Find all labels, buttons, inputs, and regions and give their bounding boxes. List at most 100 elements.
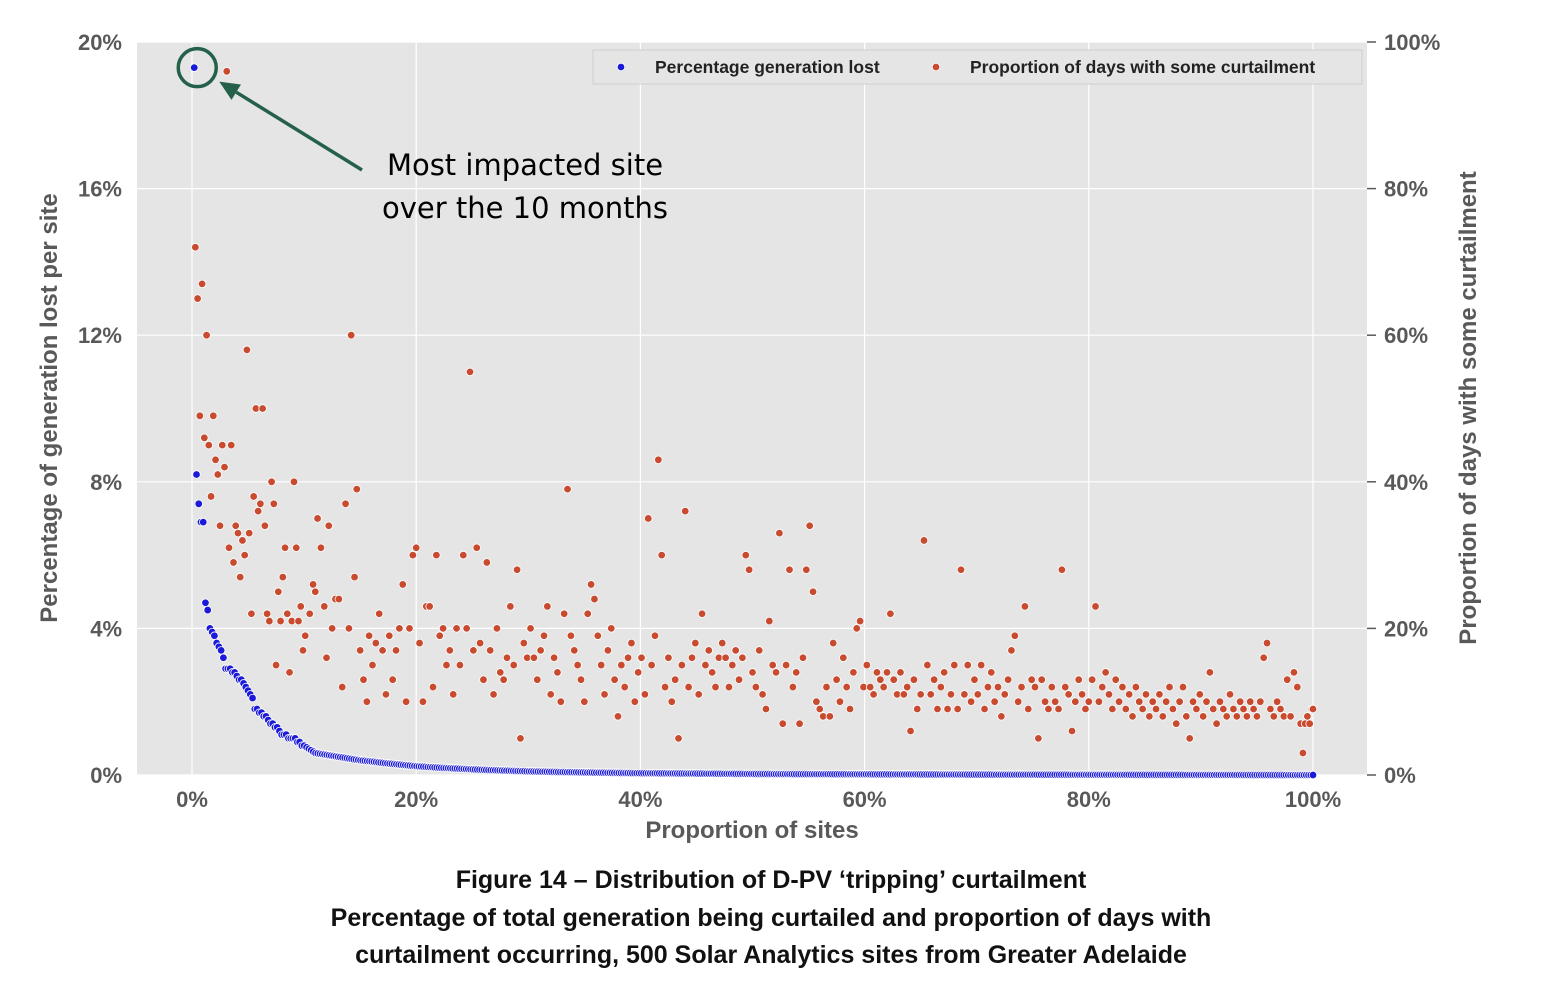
data-point-days-curtailed (627, 638, 636, 648)
data-point-days-curtailed (923, 660, 932, 670)
data-point-days-curtailed (919, 536, 929, 545)
data-point-days-curtailed (355, 646, 365, 655)
data-point-days-curtailed (795, 719, 804, 728)
data-point-days-curtailed (1084, 697, 1093, 706)
data-point-days-curtailed (462, 624, 471, 633)
legend-label-days-curtailed: Proportion of days with some curtailment (970, 57, 1315, 77)
data-point-days-curtailed (271, 660, 281, 670)
caption-line-2: Percentage of total generation being cur… (330, 904, 1212, 932)
data-point-days-curtailed (202, 331, 211, 340)
data-point-days-curtailed (721, 653, 730, 662)
data-point-days-curtailed (213, 470, 222, 479)
data-point-days-curtailed (316, 543, 326, 552)
data-point-days-curtailed (993, 682, 1003, 692)
data-point-days-curtailed (755, 646, 764, 655)
data-point-days-curtailed (724, 682, 734, 692)
data-point-days-curtailed (913, 704, 922, 714)
data-point-days-curtailed (882, 668, 892, 677)
data-point-days-curtailed (1308, 704, 1318, 714)
chart-svg: 0% 20% 40% 60% 80% 100% 0% 4% 8% 12% 16% 20% 0% 20% 40… (36, 30, 1482, 844)
legend-box (592, 49, 1363, 85)
data-point-days-curtailed (242, 345, 252, 355)
data-point-days-curtailed (479, 675, 488, 684)
data-point-days-curtailed (1101, 668, 1110, 677)
data-point-days-curtailed (657, 550, 666, 560)
data-point-days-curtailed (1192, 704, 1201, 714)
data-point-days-curtailed (502, 653, 512, 662)
annotation: Most impacted site over the 10 months (176, 46, 668, 225)
data-point-days-curtailed (465, 367, 475, 377)
data-point-days-curtailed (825, 712, 835, 721)
data-point-days-curtailed (677, 660, 687, 670)
data-point-days-curtailed (812, 697, 821, 706)
data-point-days-curtailed (388, 675, 397, 684)
data-point-days-curtailed (1225, 690, 1235, 699)
data-point-days-curtailed (292, 543, 301, 552)
data-point-days-curtailed (1145, 712, 1154, 721)
data-point-days-curtailed (200, 433, 209, 443)
data-point-days-curtailed (227, 440, 236, 450)
data-point-days-curtailed (798, 653, 808, 662)
data-point-days-curtailed (829, 638, 838, 648)
data-point-days-curtailed (1293, 682, 1302, 692)
data-point-days-curtailed (193, 294, 202, 303)
data-point-days-curtailed (1044, 704, 1053, 714)
data-point-days-curtailed (916, 690, 925, 699)
data-point-days-curtailed (338, 682, 347, 692)
data-point-days-curtailed (1148, 697, 1157, 706)
data-point-days-curtailed (294, 616, 303, 626)
data-point-days-curtailed (822, 682, 831, 692)
data-point-days-curtailed (704, 646, 713, 655)
data-point-days-curtailed (546, 690, 555, 699)
data-point-days-curtailed (691, 638, 700, 648)
data-point-days-curtailed (364, 631, 374, 640)
data-point-days-curtailed (1272, 697, 1282, 706)
data-point-days-curtailed (496, 668, 505, 677)
data-point-days-curtailed (852, 624, 861, 633)
data-point-days-curtailed (197, 279, 207, 289)
data-point-days-curtailed (1298, 748, 1308, 758)
caption-line-3: curtailment occurring, 500 Solar Analyti… (355, 941, 1187, 969)
data-point-days-curtailed (1064, 690, 1073, 699)
data-point-days-curtailed (929, 675, 939, 684)
data-point-days-curtailed (886, 609, 895, 618)
legend-marker-generation-lost (616, 62, 626, 72)
x-axis-label: Proportion of sites (645, 817, 858, 844)
data-point-days-curtailed (667, 697, 676, 706)
data-point-days-curtailed (1256, 697, 1265, 706)
data-point-days-curtailed (512, 565, 522, 574)
data-point-days-curtailed (274, 587, 283, 596)
y-tick-label-right: 40% (1384, 470, 1428, 495)
data-point-days-curtailed (238, 536, 247, 545)
data-point-days-curtailed (687, 653, 697, 662)
data-point-days-curtailed (445, 646, 455, 655)
data-point-generation-lost (203, 605, 212, 615)
data-point-days-curtailed (583, 609, 592, 618)
data-point-days-curtailed (350, 572, 359, 582)
data-point-days-curtailed (596, 660, 606, 670)
data-point-days-curtailed (249, 492, 258, 501)
data-point-days-curtailed (1111, 675, 1120, 684)
data-point-days-curtailed (1057, 565, 1067, 574)
data-point-days-curtailed (1098, 682, 1107, 692)
data-point-days-curtailed (832, 675, 841, 684)
data-point-days-curtailed (1104, 690, 1114, 699)
annotation-text-line1: Most impacted site (387, 148, 663, 182)
data-point-days-curtailed (344, 624, 354, 633)
data-point-days-curtailed (526, 624, 535, 633)
data-point-days-curtailed (936, 682, 946, 692)
data-point-days-curtailed (1037, 675, 1046, 684)
data-point-days-curtailed (1215, 697, 1225, 706)
data-point-days-curtailed (265, 616, 274, 626)
data-point-days-curtailed (1305, 719, 1314, 728)
data-point-days-curtailed (1269, 712, 1278, 721)
data-point-days-curtailed (956, 565, 966, 574)
data-point-days-curtailed (781, 660, 791, 670)
data-point-days-curtailed (378, 646, 387, 655)
data-point-days-curtailed (633, 668, 643, 677)
data-point-days-curtailed (603, 646, 613, 655)
y-tick-label-right: 60% (1384, 323, 1428, 348)
data-point-days-curtailed (939, 668, 949, 677)
caption-title: Figure 14 – Distribution of D-PV ‘trippi… (455, 866, 1087, 894)
data-point-days-curtailed (1020, 602, 1030, 611)
